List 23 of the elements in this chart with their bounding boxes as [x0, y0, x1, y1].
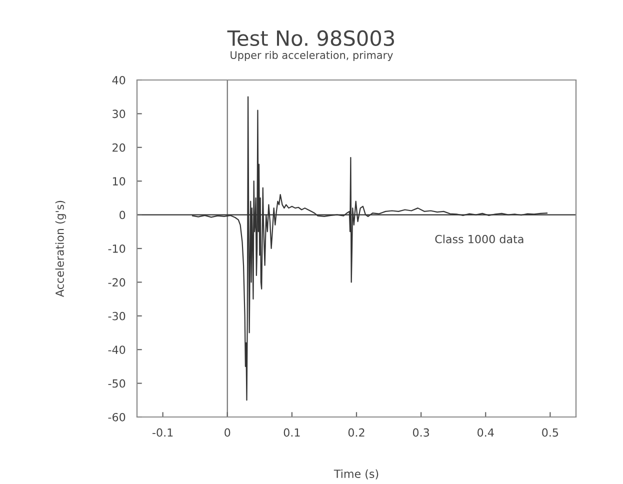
x-tick-label: 0.5 — [542, 428, 558, 437]
y-tick-label: -20 — [108, 278, 126, 287]
y-tick-label: 40 — [112, 76, 126, 84]
x-tick-label: 0.4 — [478, 428, 494, 437]
y-tick-label: 10 — [112, 177, 126, 186]
y-tick-label: 20 — [112, 143, 126, 152]
chart-title: Test No. 98S003 — [227, 30, 394, 46]
y-tick-label: -60 — [108, 412, 126, 422]
y-axis-title: Acceleration (g's) — [55, 200, 66, 297]
y-tick-label: -50 — [108, 379, 126, 388]
x-tick-label: 0.2 — [348, 428, 364, 437]
chart-subtitle: Upper rib acceleration, primary — [230, 50, 393, 62]
y-tick-label: -30 — [108, 312, 126, 320]
annotation: Class 1000 data — [435, 234, 524, 244]
y-tick-label: -40 — [108, 346, 126, 354]
y-tick-label: 30 — [112, 110, 126, 118]
x-axis-title: Time (s) — [334, 469, 378, 480]
x-tick-label: -0.1 — [152, 428, 173, 437]
y-tick-label: 0 — [120, 210, 126, 220]
x-tick-label: 0.1 — [284, 428, 300, 437]
y-tick-label: -10 — [108, 244, 126, 253]
x-tick-label: 0.3 — [412, 428, 430, 437]
x-tick-label: 0 — [224, 428, 230, 437]
